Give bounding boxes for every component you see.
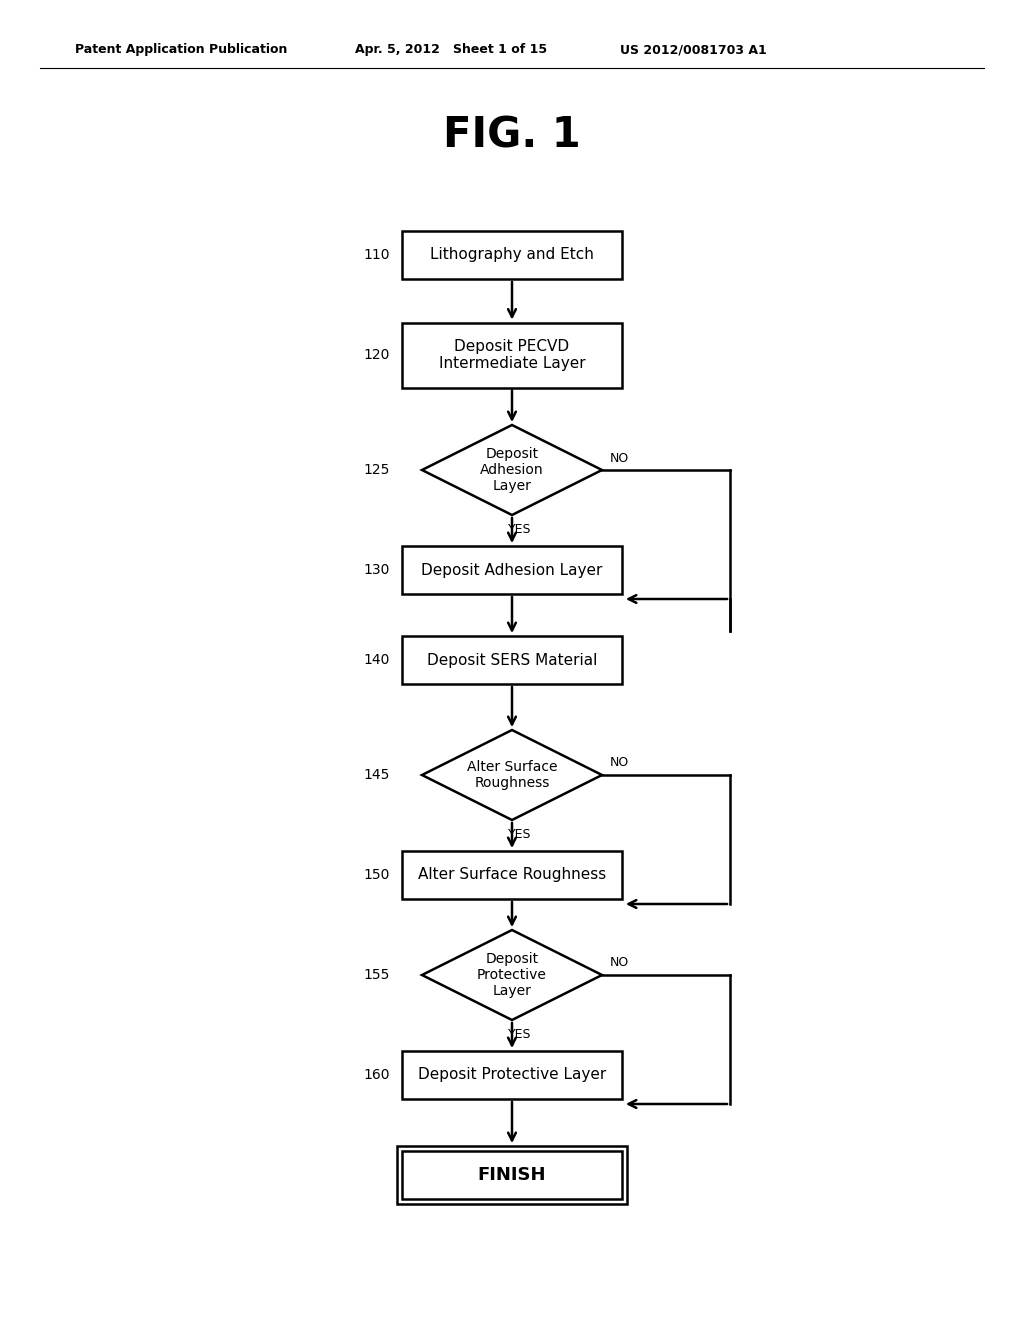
Polygon shape — [422, 931, 602, 1020]
Text: 155: 155 — [364, 968, 390, 982]
Text: Deposit
Adhesion
Layer: Deposit Adhesion Layer — [480, 446, 544, 494]
Text: Alter Surface
Roughness: Alter Surface Roughness — [467, 760, 557, 791]
Text: 160: 160 — [364, 1068, 390, 1082]
Text: Deposit Adhesion Layer: Deposit Adhesion Layer — [421, 562, 603, 578]
Text: YES: YES — [508, 1028, 531, 1041]
Bar — [402, 636, 622, 684]
Text: NO: NO — [610, 756, 630, 770]
Polygon shape — [422, 730, 602, 820]
Text: 140: 140 — [364, 653, 390, 667]
Bar — [402, 851, 622, 899]
Text: Lithography and Etch: Lithography and Etch — [430, 248, 594, 263]
Polygon shape — [422, 425, 602, 515]
Bar — [397, 1146, 627, 1204]
Text: Deposit PECVD
Intermediate Layer: Deposit PECVD Intermediate Layer — [438, 339, 586, 371]
Bar — [402, 1051, 622, 1100]
Text: Alter Surface Roughness: Alter Surface Roughness — [418, 867, 606, 883]
Text: 120: 120 — [364, 348, 390, 362]
Text: 125: 125 — [364, 463, 390, 477]
Text: US 2012/0081703 A1: US 2012/0081703 A1 — [620, 44, 767, 57]
Bar — [402, 1151, 622, 1199]
Text: 145: 145 — [364, 768, 390, 781]
Text: YES: YES — [508, 523, 531, 536]
Text: NO: NO — [610, 957, 630, 969]
Text: FINISH: FINISH — [478, 1166, 546, 1184]
Text: NO: NO — [610, 451, 630, 465]
Text: 130: 130 — [364, 564, 390, 577]
Text: FIG. 1: FIG. 1 — [443, 114, 581, 156]
Text: Deposit SERS Material: Deposit SERS Material — [427, 652, 597, 668]
Bar — [402, 546, 622, 594]
Text: YES: YES — [508, 828, 531, 841]
Text: 110: 110 — [364, 248, 390, 261]
Text: Deposit Protective Layer: Deposit Protective Layer — [418, 1068, 606, 1082]
Text: Apr. 5, 2012   Sheet 1 of 15: Apr. 5, 2012 Sheet 1 of 15 — [355, 44, 547, 57]
Text: 150: 150 — [364, 869, 390, 882]
Bar — [402, 322, 622, 388]
Bar — [402, 231, 622, 279]
Text: Patent Application Publication: Patent Application Publication — [75, 44, 288, 57]
Text: Deposit
Protective
Layer: Deposit Protective Layer — [477, 952, 547, 998]
